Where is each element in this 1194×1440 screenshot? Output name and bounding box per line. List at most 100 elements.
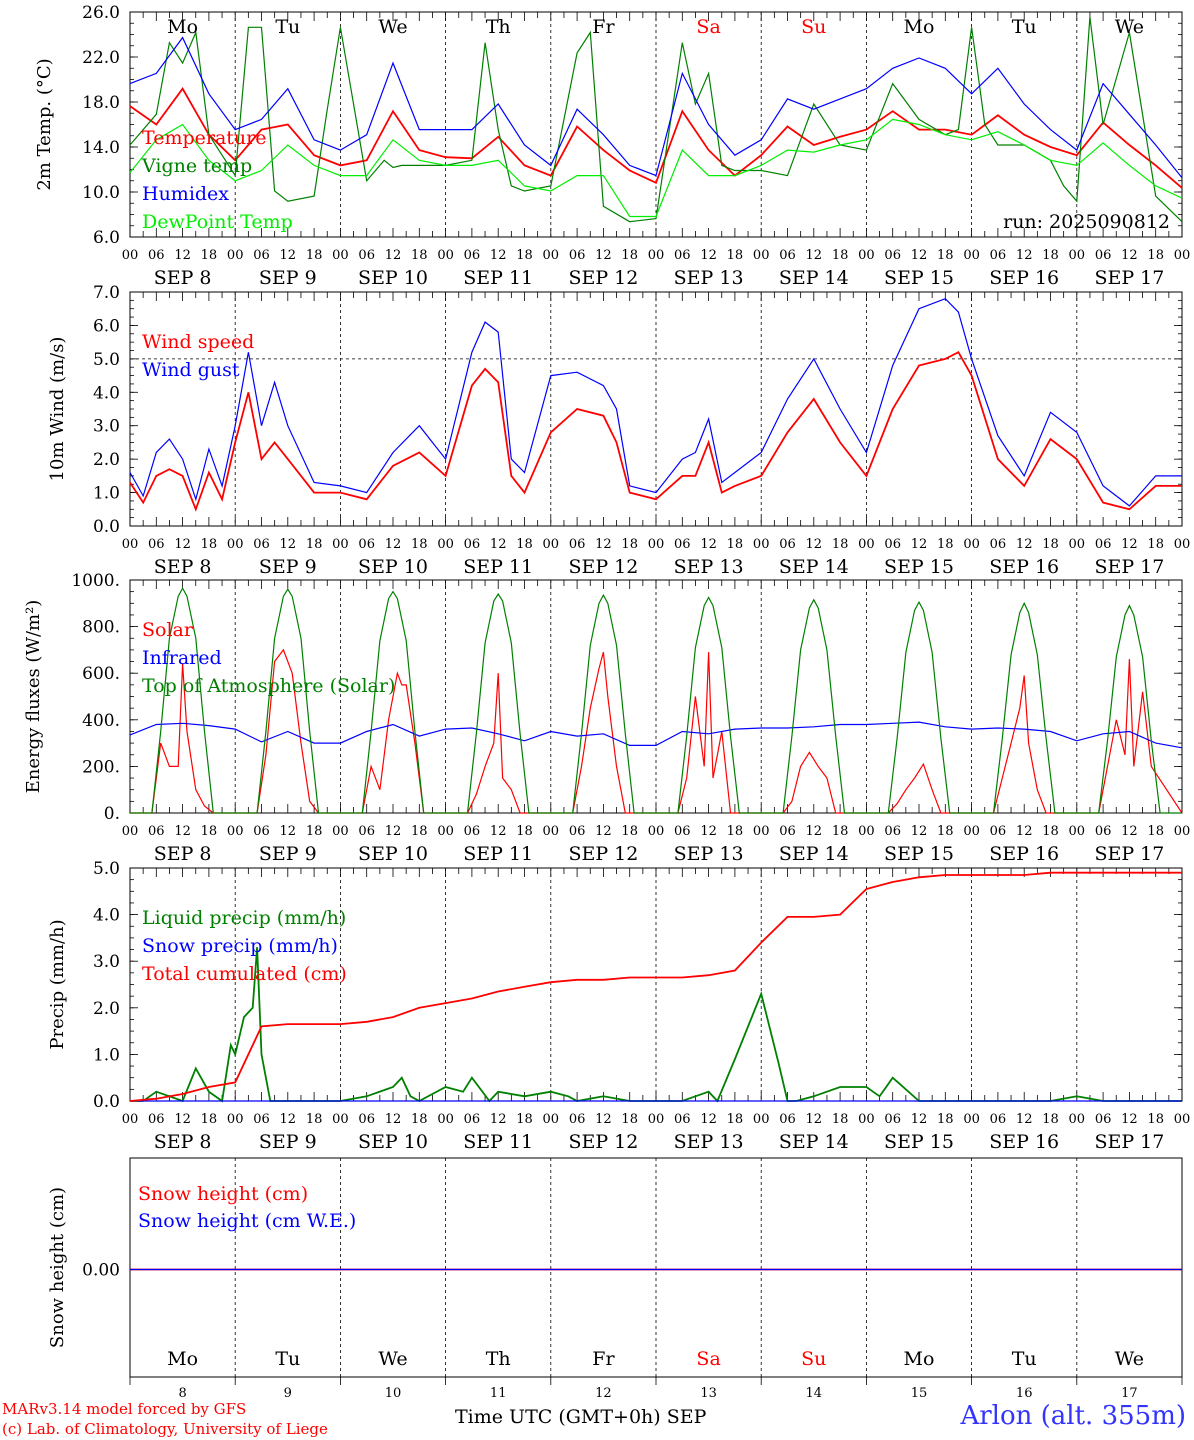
day-name: Su [801,1348,826,1370]
hour-tick-label: 12 [174,248,191,263]
hour-tick-label: 00 [858,537,875,552]
hour-tick-label: 18 [411,1112,428,1127]
hour-tick-label: 12 [385,1112,402,1127]
date-label: SEP 15 [884,267,954,289]
hour-tick-label: 12 [1121,1112,1138,1127]
hour-tick-label: 00 [648,537,665,552]
legend-entry: Wind gust [142,359,240,381]
y-tick-label: 0.0 [93,517,120,537]
hour-tick-label: 18 [1042,537,1059,552]
day-number: 10 [385,1386,402,1401]
hour-tick-label: 06 [779,1112,796,1127]
hour-tick-label: 18 [411,248,428,263]
hour-tick-label: 18 [306,537,323,552]
hour-tick-label: 18 [832,248,849,263]
date-label: SEP 13 [674,556,744,578]
day-name: Tu [275,1348,300,1370]
hour-tick-label: 18 [1147,1112,1164,1127]
hour-tick-label: 12 [490,537,507,552]
legend-entry: Temperature [142,127,266,149]
y-axis-title: Energy fluxes (W/m²) [23,600,44,794]
y-tick-label: 10.0 [82,183,120,203]
day-number: 16 [1016,1386,1033,1401]
hour-tick-label: 06 [464,537,481,552]
series-line-vigne-temp [129,17,1183,223]
day-name: We [1115,1348,1144,1370]
legend-entry: Humidex [142,183,229,205]
hour-tick-label: 00 [227,1112,244,1127]
day-number: 12 [595,1386,612,1401]
y-tick-label: 0.00 [82,1261,120,1281]
date-label: SEP 13 [674,1131,744,1153]
hour-tick-label: 18 [201,1112,218,1127]
hour-tick-label: 00 [648,248,665,263]
series-line-wind-gust [129,297,1182,507]
y-tick-label: 200. [82,757,120,777]
hour-tick-label: 06 [148,248,165,263]
date-label: SEP 12 [568,1131,638,1153]
hour-tick-label: 00 [543,537,560,552]
hour-tick-label: 12 [911,1112,928,1127]
hour-tick-label: 00 [1069,824,1086,839]
date-label: SEP 10 [358,1131,428,1153]
date-label: SEP 10 [358,556,428,578]
hour-tick-label: 18 [1042,824,1059,839]
hour-tick-label: 06 [990,248,1007,263]
y-tick-label: 1.0 [93,1045,120,1065]
hour-tick-label: 06 [358,824,375,839]
date-label: SEP 17 [1094,1131,1164,1153]
date-label: SEP 14 [779,267,849,289]
hour-tick-label: 12 [700,537,717,552]
hour-tick-label: 12 [700,1112,717,1127]
hour-tick-label: 12 [911,824,928,839]
hour-tick-label: 12 [1016,248,1033,263]
y-tick-label: 3.0 [93,417,120,437]
hour-tick-label: 18 [306,248,323,263]
hour-tick-label: 18 [306,1112,323,1127]
model-credit: MARv3.14 model forced by GFS [2,1400,247,1418]
hour-tick-label: 00 [1069,1112,1086,1127]
date-label: SEP 17 [1094,556,1164,578]
hour-tick-label: 18 [201,537,218,552]
hour-tick-label: 00 [332,1112,349,1127]
day-name: Mo [167,1348,198,1370]
day-name: Sa [696,16,720,38]
hour-tick-label: 00 [543,248,560,263]
hour-tick-label: 18 [411,537,428,552]
hour-tick-label: 00 [858,824,875,839]
hour-tick-label: 06 [253,248,270,263]
hour-tick-label: 18 [832,824,849,839]
date-label: SEP 12 [568,267,638,289]
hour-tick-label: 12 [595,537,612,552]
y-tick-label: 800. [82,618,120,638]
hour-tick-label: 06 [358,537,375,552]
hour-tick-label: 12 [490,1112,507,1127]
legend-entry: Solar [142,619,194,641]
legend-entry: Liquid precip (mm/h) [142,907,346,929]
hour-tick-label: 06 [253,824,270,839]
hour-tick-label: 18 [201,248,218,263]
hour-tick-label: 18 [727,1112,744,1127]
date-label: SEP 8 [154,556,212,578]
series-line-total-cumulated-cm- [129,871,1182,1102]
hour-tick-label: 06 [674,248,691,263]
y-tick-label: 0.0 [93,1092,120,1112]
hour-tick-label: 18 [306,824,323,839]
hour-tick-label: 00 [227,824,244,839]
date-label: SEP 16 [989,1131,1059,1153]
hour-tick-label: 12 [700,824,717,839]
day-name: Th [486,16,511,38]
hour-tick-label: 12 [595,1112,612,1127]
date-label: SEP 10 [358,843,428,865]
run-label: run: 2025090812 [1003,211,1170,233]
hour-tick-label: 12 [385,537,402,552]
hour-tick-label: 18 [1147,824,1164,839]
y-axis-title: 2m Temp. (°C) [34,58,55,190]
hour-tick-label: 06 [779,824,796,839]
y-tick-label: 14.0 [82,138,120,158]
hour-tick-label: 18 [937,824,954,839]
panel-5: 0.00 Snow height (cm) Snow height (cm) Snow… [47,1157,1183,1401]
panel-4: 5.0 4.0 3.0 2.0 1.0 0.0 Precip (mm/h) Liquid pr… [47,859,1190,1153]
hour-tick-label: 06 [884,824,901,839]
day-number: 15 [911,1386,928,1401]
